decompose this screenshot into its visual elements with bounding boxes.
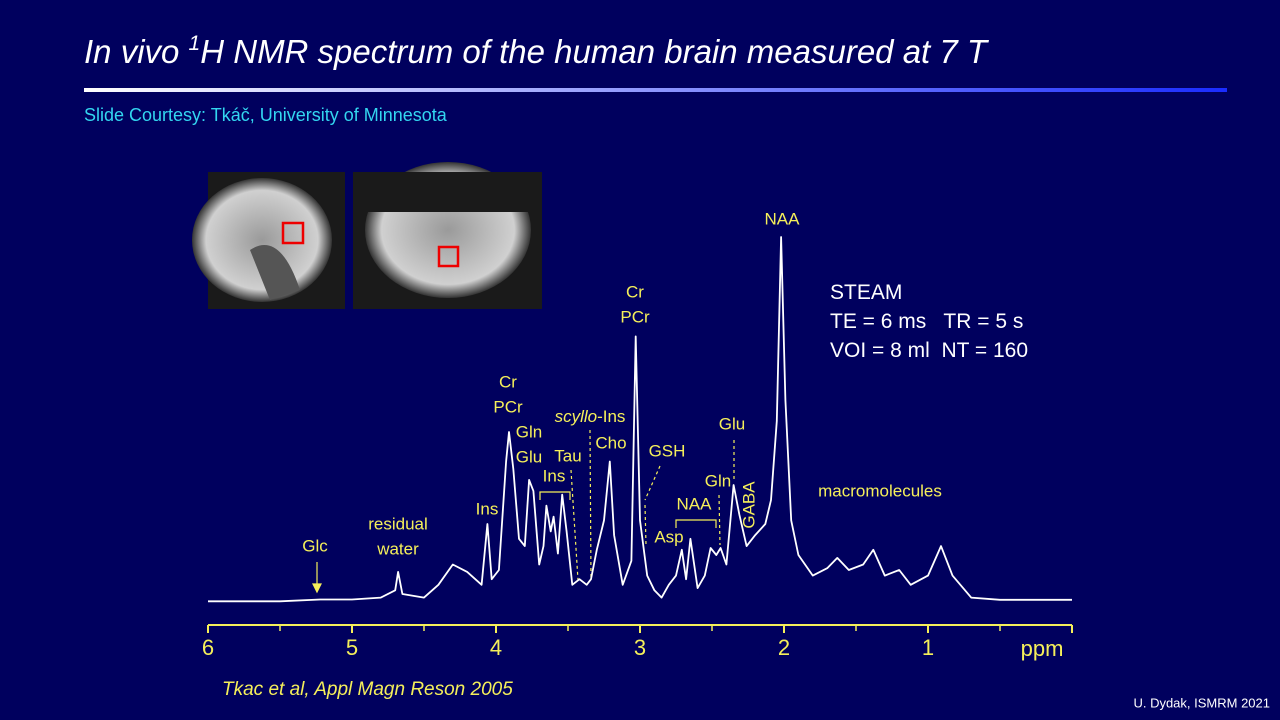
annotation: PCr: [493, 397, 523, 416]
voi-box: [281, 221, 305, 245]
sequence-info: STEAM TE = 6 ms TR = 5 s VOI = 8 ml NT =…: [830, 281, 1028, 362]
bracket: [675, 519, 717, 528]
annotation: Cr: [499, 372, 517, 391]
annotation: Glu: [516, 447, 542, 466]
annotation: Tau: [554, 446, 581, 465]
arrow-head: [312, 583, 322, 594]
annotation: residual: [368, 514, 428, 533]
annotation: Cho: [595, 433, 626, 452]
annotation: Glc: [302, 536, 328, 555]
title-part: H NMR spectrum of the human brain measur…: [200, 33, 990, 70]
crop: [353, 172, 542, 212]
annotation: Asp: [654, 527, 683, 546]
mri-images: [192, 162, 542, 309]
annotation: Gln: [705, 471, 731, 490]
sequence-line: TE = 6 ms TR = 5 s: [830, 310, 1023, 333]
sequence-line: STEAM: [830, 281, 902, 304]
credit: U. Dydak, ISMRM 2021: [1133, 695, 1270, 710]
annotation: GABA: [739, 481, 758, 529]
x-tick-label: 1: [922, 635, 934, 660]
leader: [644, 504, 647, 546]
annotation: Cr: [626, 282, 644, 301]
annotation-part: scyllo: [555, 407, 598, 426]
subtitle: Slide Courtesy: Tkáč, University of Minn…: [84, 105, 448, 125]
leader: [718, 494, 721, 546]
leader: [644, 465, 661, 501]
annotation: NAA: [765, 209, 801, 228]
sequence-line: VOI = 8 ml NT = 160: [830, 339, 1028, 362]
annotation: PCr: [620, 307, 650, 326]
annotation: GSH: [649, 441, 686, 460]
spectrum: [208, 236, 1072, 603]
annotation: NAA: [677, 494, 713, 513]
title-sup: 1: [189, 32, 201, 55]
annotation: Ins: [543, 466, 566, 485]
annotation: Ins: [476, 499, 499, 518]
leaders: [312, 429, 735, 594]
title: In vivo 1H NMR spectrum of the human bra…: [84, 32, 990, 70]
annotation: scyllo-Ins: [555, 407, 626, 426]
annotation: water: [376, 539, 419, 558]
x-tick-label: 3: [634, 635, 646, 660]
x-tick-label: 6: [202, 635, 214, 660]
x-tick-label: 5: [346, 635, 358, 660]
cerebellum: [250, 245, 300, 300]
annotation: Gln: [516, 422, 542, 441]
citation: Tkac et al, Appl Magn Reson 2005: [222, 679, 513, 700]
annotation: Glu: [719, 414, 745, 433]
brain: [192, 178, 332, 302]
x-tick-label: 4: [490, 635, 502, 660]
leader: [589, 429, 592, 581]
leader: [570, 469, 579, 581]
title-part: In vivo: [84, 33, 189, 70]
x-tick-label: 2: [778, 635, 790, 660]
annotation-part: -Ins: [597, 407, 625, 426]
title-underline: [84, 88, 1227, 92]
annotation: macromolecules: [818, 481, 942, 500]
voi-box: [437, 245, 460, 268]
bracket: [539, 491, 571, 500]
x-axis-label: ppm: [1021, 636, 1064, 661]
